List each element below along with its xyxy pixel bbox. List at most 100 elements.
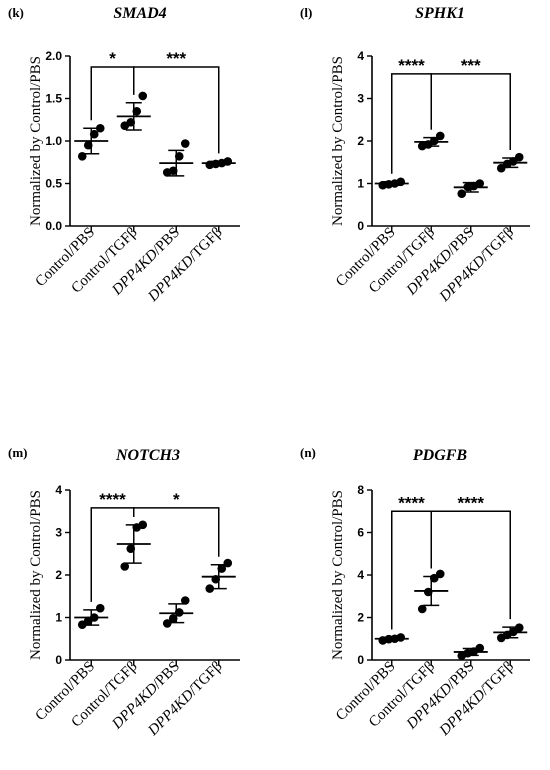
data-point: [514, 152, 524, 162]
significance-bracket: [90, 66, 135, 121]
data-point: [211, 574, 221, 584]
significance-label: ***: [166, 49, 186, 68]
chart-title: SPHK1: [415, 5, 465, 22]
y-tick-label: 0: [357, 653, 364, 667]
y-tick-label: 4: [55, 483, 62, 497]
y-tick-label: 2: [55, 568, 62, 582]
data-point: [217, 564, 227, 573]
panel-letter: (m): [8, 445, 28, 460]
y-axis-label: Normalized by Control/PBS: [330, 56, 346, 226]
y-axis-label: Normalized by Control/PBS: [28, 490, 44, 660]
x-tick-label-suffix: /TGFβ: [186, 659, 226, 699]
significance-label: ****: [458, 493, 485, 512]
chart-title: SMAD4: [113, 5, 166, 22]
x-tick-label: DPP4KD/TGFβ: [145, 659, 226, 740]
data-point: [475, 179, 485, 188]
x-tick-label-suffix: /TGFβ: [101, 225, 141, 265]
y-tick-label: 1.5: [45, 92, 62, 106]
significance-label: ****: [398, 493, 425, 512]
data-point: [132, 106, 142, 116]
y-tick-label: 1: [357, 177, 364, 191]
data-point: [508, 157, 518, 166]
data-point: [435, 131, 445, 141]
y-axis-label: Normalized by Control/PBS: [330, 490, 346, 660]
y-tick-label: 2: [357, 611, 364, 625]
x-tick-label-suffix: /PBS: [365, 659, 398, 692]
y-tick-label: 0: [55, 653, 62, 667]
data-point: [429, 136, 439, 146]
x-tick-label-suffix: /PBS: [150, 225, 183, 258]
data-point: [95, 123, 105, 133]
x-tick-label-suffix: /TGFβ: [477, 225, 517, 265]
significance-bracket: [90, 507, 135, 602]
significance-label: *: [173, 490, 180, 509]
data-point: [396, 633, 406, 642]
x-tick-label: DPP4KD/TGFβ: [145, 225, 226, 306]
chart-title: NOTCH3: [115, 447, 180, 464]
chart-panel-1: (k) SMAD4 Normalized by Control/PBS 0.0 0.5 1…: [8, 5, 240, 306]
chart-panel-3: (m) NOTCH3 Normalized by Control/PBS 0 1 2 3 4 C…: [8, 445, 240, 740]
x-tick-label-prefix: Control: [68, 253, 112, 297]
x-tick-label-suffix: /PBS: [444, 659, 477, 692]
data-point: [223, 157, 233, 166]
significance-bracket: [133, 507, 220, 557]
x-tick-label-suffix: /TGFβ: [186, 225, 226, 265]
data-point: [496, 163, 506, 173]
data-point: [457, 189, 467, 198]
significance-bracket: [133, 66, 220, 154]
y-axis-label: Normalized by Control/PBS: [28, 56, 44, 226]
significance-label: ****: [99, 490, 126, 509]
data-point: [138, 91, 148, 101]
data-point: [162, 619, 172, 628]
y-tick-label: 0.5: [45, 177, 62, 191]
data-point: [89, 129, 99, 139]
data-point: [223, 558, 233, 568]
y-tick-label: 0: [357, 219, 364, 233]
significance-label: ***: [461, 56, 481, 75]
data-point: [180, 596, 190, 605]
data-point: [180, 139, 190, 148]
y-tick-label: 4: [357, 568, 364, 582]
y-tick-label: 6: [357, 526, 364, 540]
y-tick-label: 1: [55, 611, 62, 625]
data-point: [120, 562, 130, 571]
y-tick-label: 3: [357, 92, 364, 106]
x-tick-label-suffix: /PBS: [365, 225, 398, 258]
panel-letter: (n): [300, 445, 316, 460]
significance-bracket: [430, 73, 511, 150]
x-tick-label-suffix: /PBS: [444, 225, 477, 258]
panel-letter: (k): [8, 5, 24, 20]
chart-title: PDGFB: [412, 447, 468, 464]
y-tick-label: 2.0: [45, 49, 62, 63]
data-point: [83, 140, 93, 150]
x-tick-label-suffix: /PBS: [150, 659, 183, 692]
data-point: [126, 544, 136, 553]
significance-label: ****: [398, 56, 425, 75]
data-point: [435, 569, 445, 579]
significance-bracket: [391, 73, 432, 174]
significance-label: *: [109, 49, 116, 68]
data-point: [475, 643, 485, 653]
data-point: [423, 587, 433, 597]
y-tick-label: 2: [357, 134, 364, 148]
y-tick-label: 4: [357, 49, 364, 63]
data-point: [514, 623, 524, 632]
panel-letter: (l): [300, 5, 312, 20]
data-point: [138, 520, 148, 530]
data-point: [126, 118, 136, 127]
x-tick-label-suffix: /TGFβ: [477, 659, 517, 699]
data-point: [174, 152, 184, 161]
data-point: [396, 177, 406, 187]
data-point: [508, 627, 518, 637]
x-tick-label-suffix: /PBS: [65, 659, 98, 692]
y-tick-label: 1.0: [45, 134, 62, 148]
data-point: [417, 604, 427, 614]
data-point: [77, 152, 87, 161]
data-point: [168, 166, 178, 176]
data-point: [89, 613, 99, 622]
x-tick-label-prefix: Control: [68, 687, 112, 731]
data-point: [168, 614, 178, 623]
